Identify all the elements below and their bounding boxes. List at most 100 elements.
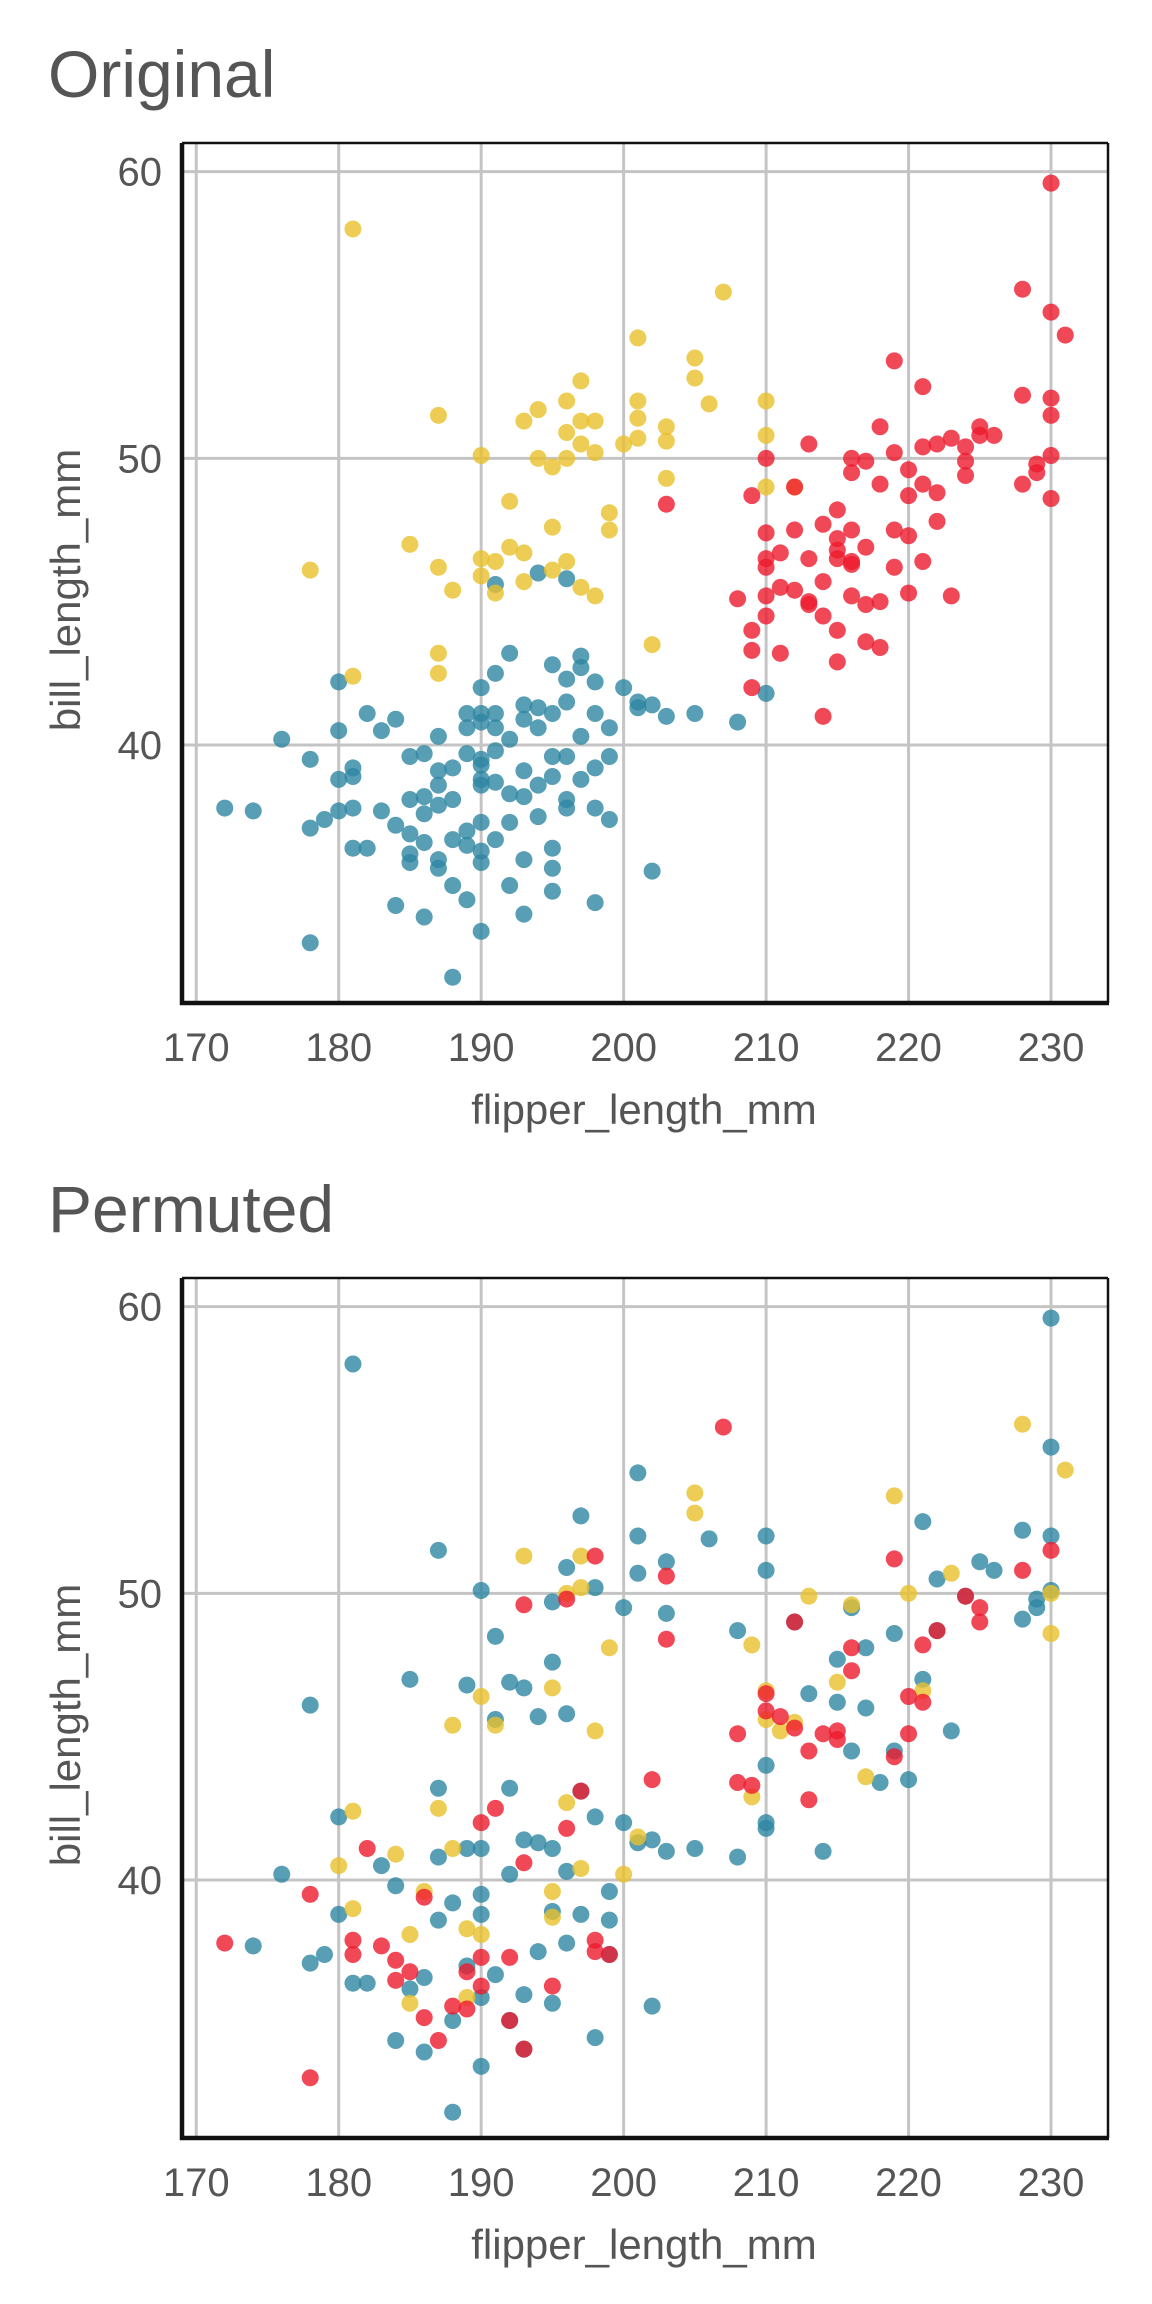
data-point	[458, 745, 476, 763]
data-point	[771, 1722, 789, 1740]
data-point	[643, 1831, 661, 1849]
data-point	[885, 1550, 903, 1568]
data-point	[586, 2029, 604, 2047]
data-point	[615, 1599, 633, 1617]
data-point	[786, 1719, 804, 1737]
data-point	[429, 1911, 447, 1929]
panel-title: Permuted	[48, 1172, 334, 1246]
data-point	[942, 429, 960, 447]
data-point	[786, 521, 804, 539]
data-point	[771, 544, 789, 562]
data-point	[643, 636, 661, 654]
data-point	[472, 770, 490, 788]
data-point	[401, 535, 419, 553]
data-point	[600, 1882, 618, 1900]
data-point	[472, 1977, 490, 1995]
data-point	[372, 1857, 390, 1875]
data-point	[843, 464, 861, 482]
data-point	[301, 2069, 319, 2087]
tick-labels: 170 180 190 200 210 220 230 40 50 60	[118, 1286, 1085, 2205]
data-point	[472, 1839, 490, 1857]
data-point	[572, 727, 590, 745]
data-point	[786, 478, 804, 496]
data-point	[444, 968, 462, 986]
data-point	[472, 1948, 490, 1966]
data-point	[372, 1937, 390, 1955]
data-point	[657, 707, 675, 725]
data-point	[572, 412, 590, 430]
data-point	[501, 2011, 519, 2029]
data-point	[529, 776, 547, 794]
data-point	[415, 788, 433, 806]
data-point	[387, 1951, 405, 1969]
data-point	[330, 802, 348, 820]
data-point	[643, 862, 661, 880]
data-point	[401, 1925, 419, 1943]
data-point	[486, 831, 504, 849]
data-point	[572, 1782, 590, 1800]
data-point	[330, 1808, 348, 1826]
data-point	[1014, 1561, 1032, 1579]
x-tick-label: 190	[448, 1026, 515, 1070]
data-point	[330, 1857, 348, 1875]
data-point	[529, 699, 547, 717]
data-point	[387, 1877, 405, 1895]
data-point	[501, 1673, 519, 1691]
data-point	[444, 876, 462, 894]
data-point	[315, 811, 333, 829]
data-point	[657, 432, 675, 450]
data-point	[458, 1676, 476, 1694]
data-point	[714, 283, 732, 301]
x-tick-label: 210	[733, 1026, 800, 1070]
data-point	[729, 590, 747, 608]
data-point	[558, 790, 576, 808]
data-point	[757, 392, 775, 410]
data-point	[429, 727, 447, 745]
data-point	[558, 553, 576, 571]
data-point	[486, 553, 504, 571]
data-point	[629, 693, 647, 711]
data-point	[486, 719, 504, 737]
data-point	[515, 1596, 533, 1614]
data-point	[771, 578, 789, 596]
data-point	[472, 922, 490, 940]
data-point	[615, 435, 633, 453]
data-point	[558, 570, 576, 588]
data-point	[244, 802, 262, 820]
data-point	[543, 1593, 561, 1611]
data-point	[757, 1756, 775, 1774]
scatter-points	[216, 1309, 1074, 2121]
data-point	[543, 747, 561, 765]
data-point	[543, 704, 561, 722]
data-point	[1042, 489, 1060, 507]
data-point	[885, 1624, 903, 1642]
data-point	[971, 1553, 989, 1571]
data-point	[600, 504, 618, 522]
data-point	[600, 1946, 618, 1964]
data-point	[543, 859, 561, 877]
data-point	[814, 707, 832, 725]
data-point	[372, 722, 390, 740]
data-point	[900, 461, 918, 479]
data-point	[843, 1662, 861, 1680]
data-point	[1014, 475, 1032, 493]
data-point	[885, 558, 903, 576]
data-point	[686, 1839, 704, 1857]
data-point	[885, 1487, 903, 1505]
data-point	[558, 670, 576, 688]
data-point	[843, 521, 861, 539]
data-point	[444, 790, 462, 808]
data-point	[828, 621, 846, 639]
data-point	[914, 553, 932, 571]
data-point	[558, 693, 576, 711]
scatter-points	[216, 174, 1074, 986]
data-point	[586, 704, 604, 722]
data-point	[686, 704, 704, 722]
data-point	[458, 822, 476, 840]
data-point	[401, 825, 419, 843]
data-point	[515, 544, 533, 562]
data-point	[529, 1834, 547, 1852]
data-point	[586, 673, 604, 691]
data-point	[985, 426, 1003, 444]
x-tick-label: 220	[875, 1026, 942, 1070]
